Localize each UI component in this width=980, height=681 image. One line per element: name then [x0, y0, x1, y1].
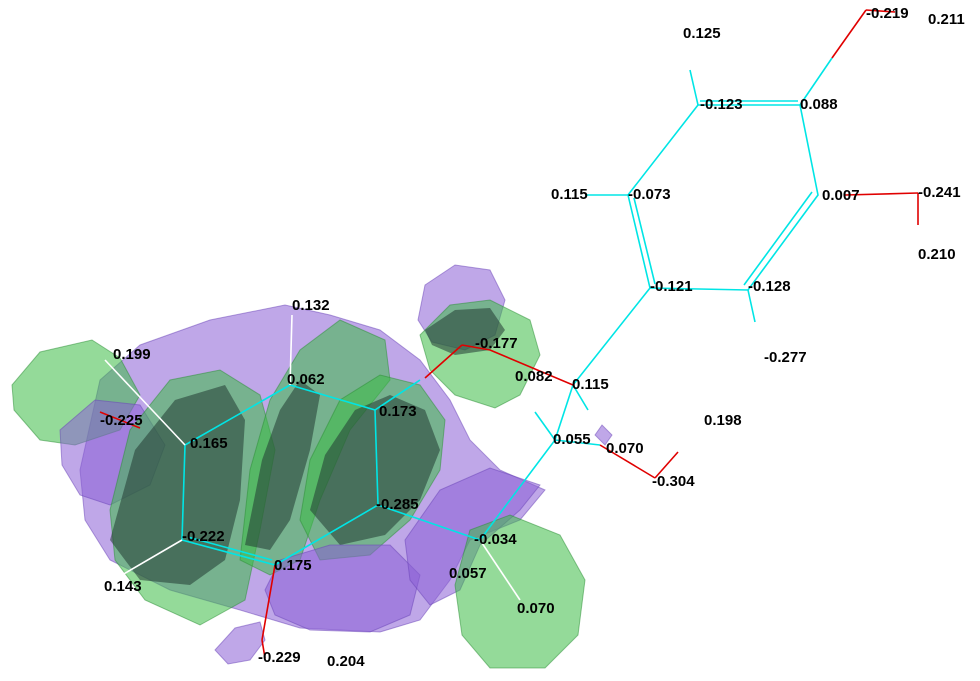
charge-label: -0.285 [376, 496, 419, 513]
charge-label: -0.219 [866, 5, 909, 22]
bond-ch-fused-lowright [479, 539, 521, 601]
charge-label: 0.070 [606, 440, 644, 457]
charge-label: -0.277 [764, 349, 807, 366]
charge-label: 0.173 [379, 403, 417, 420]
bond-co-chain [489, 349, 574, 386]
bond-ring-fused-right-2 [377, 504, 481, 541]
bond-co-ester [599, 444, 656, 479]
charge-label: 0.175 [274, 557, 312, 574]
charge-label: -0.034 [474, 531, 517, 548]
charge-label: 0.115 [551, 186, 588, 203]
bond-ring-upper-double-2 [743, 191, 813, 286]
bond-lines [99, 9, 919, 659]
bond-oh-upper [831, 9, 867, 59]
orbital-lobe-dark-left [110, 385, 245, 585]
bond-co-chain-2 [461, 344, 491, 351]
bond-ch-right [747, 289, 756, 323]
charge-label: -0.121 [650, 278, 693, 295]
bond-ch-fused-left [104, 359, 186, 446]
bond-ch-fused-bottom [109, 539, 183, 583]
bond-co-fused-left [99, 411, 141, 429]
charge-label: -0.229 [258, 649, 301, 666]
bond-chain-2 [554, 384, 574, 441]
charge-label: 0.198 [704, 412, 742, 429]
bond-ch-top [689, 69, 699, 106]
bond-co-ester-h [654, 451, 679, 479]
orbital-lobe-dark-center [245, 380, 320, 550]
charge-label: 0.007 [822, 187, 860, 204]
bond-chain-h1 [572, 384, 589, 411]
bond-chain-1 [572, 287, 651, 386]
charge-label: -0.128 [748, 278, 791, 295]
orbital-lobe-green-lower-right [454, 514, 586, 669]
orbital-lobe-purple-small-ester [594, 424, 613, 446]
charge-label: 0.055 [553, 431, 591, 448]
bond-chain-4 [554, 439, 601, 446]
charge-label: 0.210 [918, 246, 956, 263]
charge-label: 0.062 [287, 371, 325, 388]
charge-label: 0.125 [683, 25, 721, 42]
charge-label: -0.073 [628, 186, 671, 203]
bond-co-right [844, 192, 919, 196]
orbital-lobe-purple-small-bottom [214, 621, 266, 665]
bond-ring-fused-mid [374, 379, 421, 411]
orbital-lobe-dark-upper [425, 308, 505, 355]
charge-label: 0.070 [517, 600, 555, 617]
bond-chain-3 [534, 411, 556, 441]
charge-label: 0.082 [515, 368, 553, 385]
bond-ring-fused-double [187, 536, 273, 561]
charge-label: 0.165 [190, 435, 228, 452]
bond-ring-upper-double-3 [633, 197, 656, 285]
charge-label: 0.211 [928, 11, 965, 28]
charge-label: -0.241 [918, 184, 961, 201]
charge-label: -0.123 [700, 96, 743, 113]
bond-co-upper [799, 57, 833, 106]
bond-ch-fused-top [289, 314, 293, 386]
orbital-lobe-dark-right [310, 395, 440, 545]
charge-label: 0.057 [449, 565, 487, 582]
charge-label: 0.199 [113, 346, 151, 363]
charge-label: 0.115 [572, 376, 609, 393]
charge-label: -0.225 [100, 412, 143, 429]
charge-label: 0.088 [800, 96, 838, 113]
bond-oh-upper-h [865, 9, 896, 13]
charge-label: 0.143 [104, 578, 142, 595]
charge-label: -0.222 [182, 528, 225, 545]
orbital-lobe-purple-lower [264, 544, 421, 633]
bond-co-chain-3 [424, 344, 463, 379]
charge-label: -0.177 [475, 335, 518, 352]
bond-chain-5 [479, 439, 556, 541]
charge-label: 0.132 [292, 297, 330, 314]
charge-label: 0.204 [327, 653, 365, 670]
charge-label: -0.304 [652, 473, 695, 490]
bond-co-fused-bottom [261, 564, 276, 641]
orbital-isosurfaces [11, 264, 613, 669]
bond-co-fused-bottom-h [261, 639, 266, 659]
